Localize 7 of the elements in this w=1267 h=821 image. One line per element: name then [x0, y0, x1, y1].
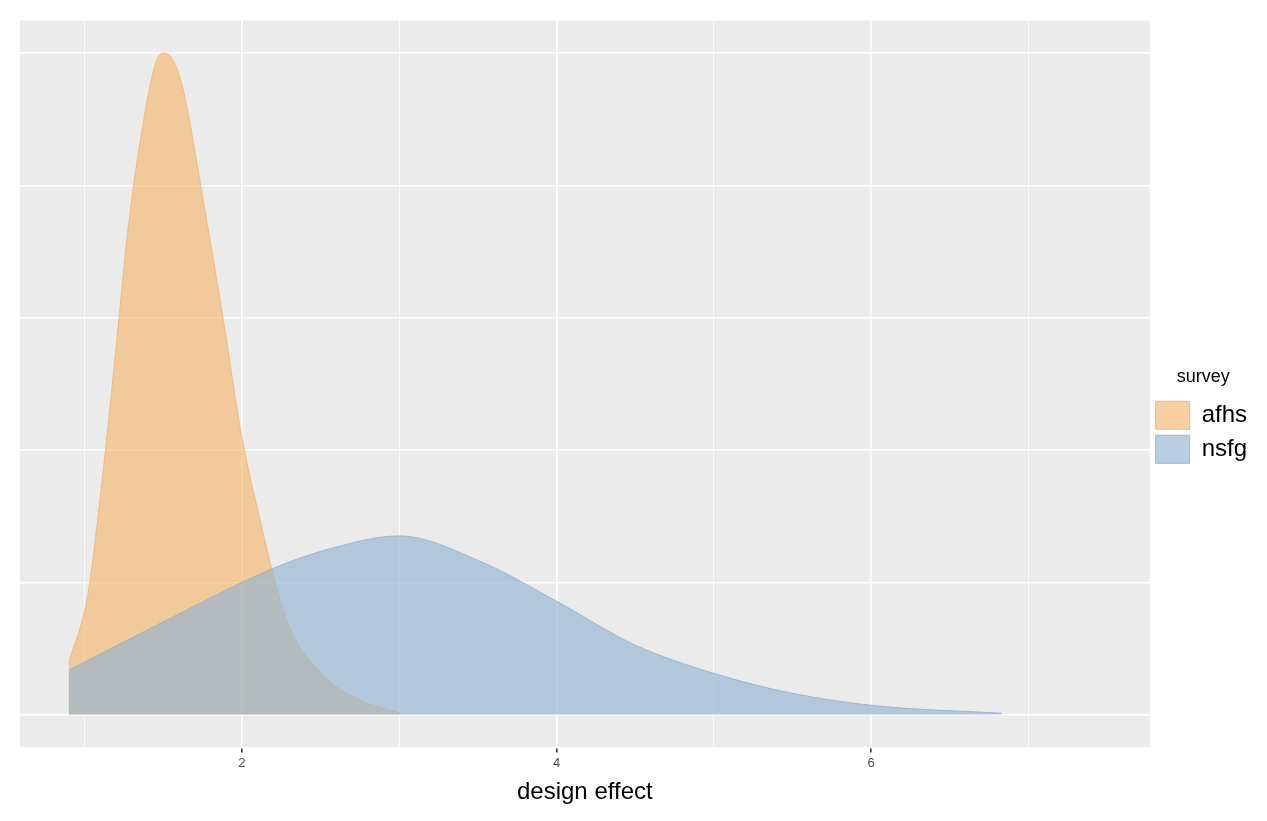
legend-label: afhs	[1201, 399, 1248, 427]
x-tick-label: 2	[238, 754, 246, 770]
legend-label: nsfg	[1201, 433, 1248, 461]
x-tick-label: 6	[867, 754, 875, 770]
x-axis-title: design effect	[516, 777, 653, 805]
x-tick-label: 4	[552, 754, 561, 770]
legend-title: survey	[1176, 365, 1230, 386]
